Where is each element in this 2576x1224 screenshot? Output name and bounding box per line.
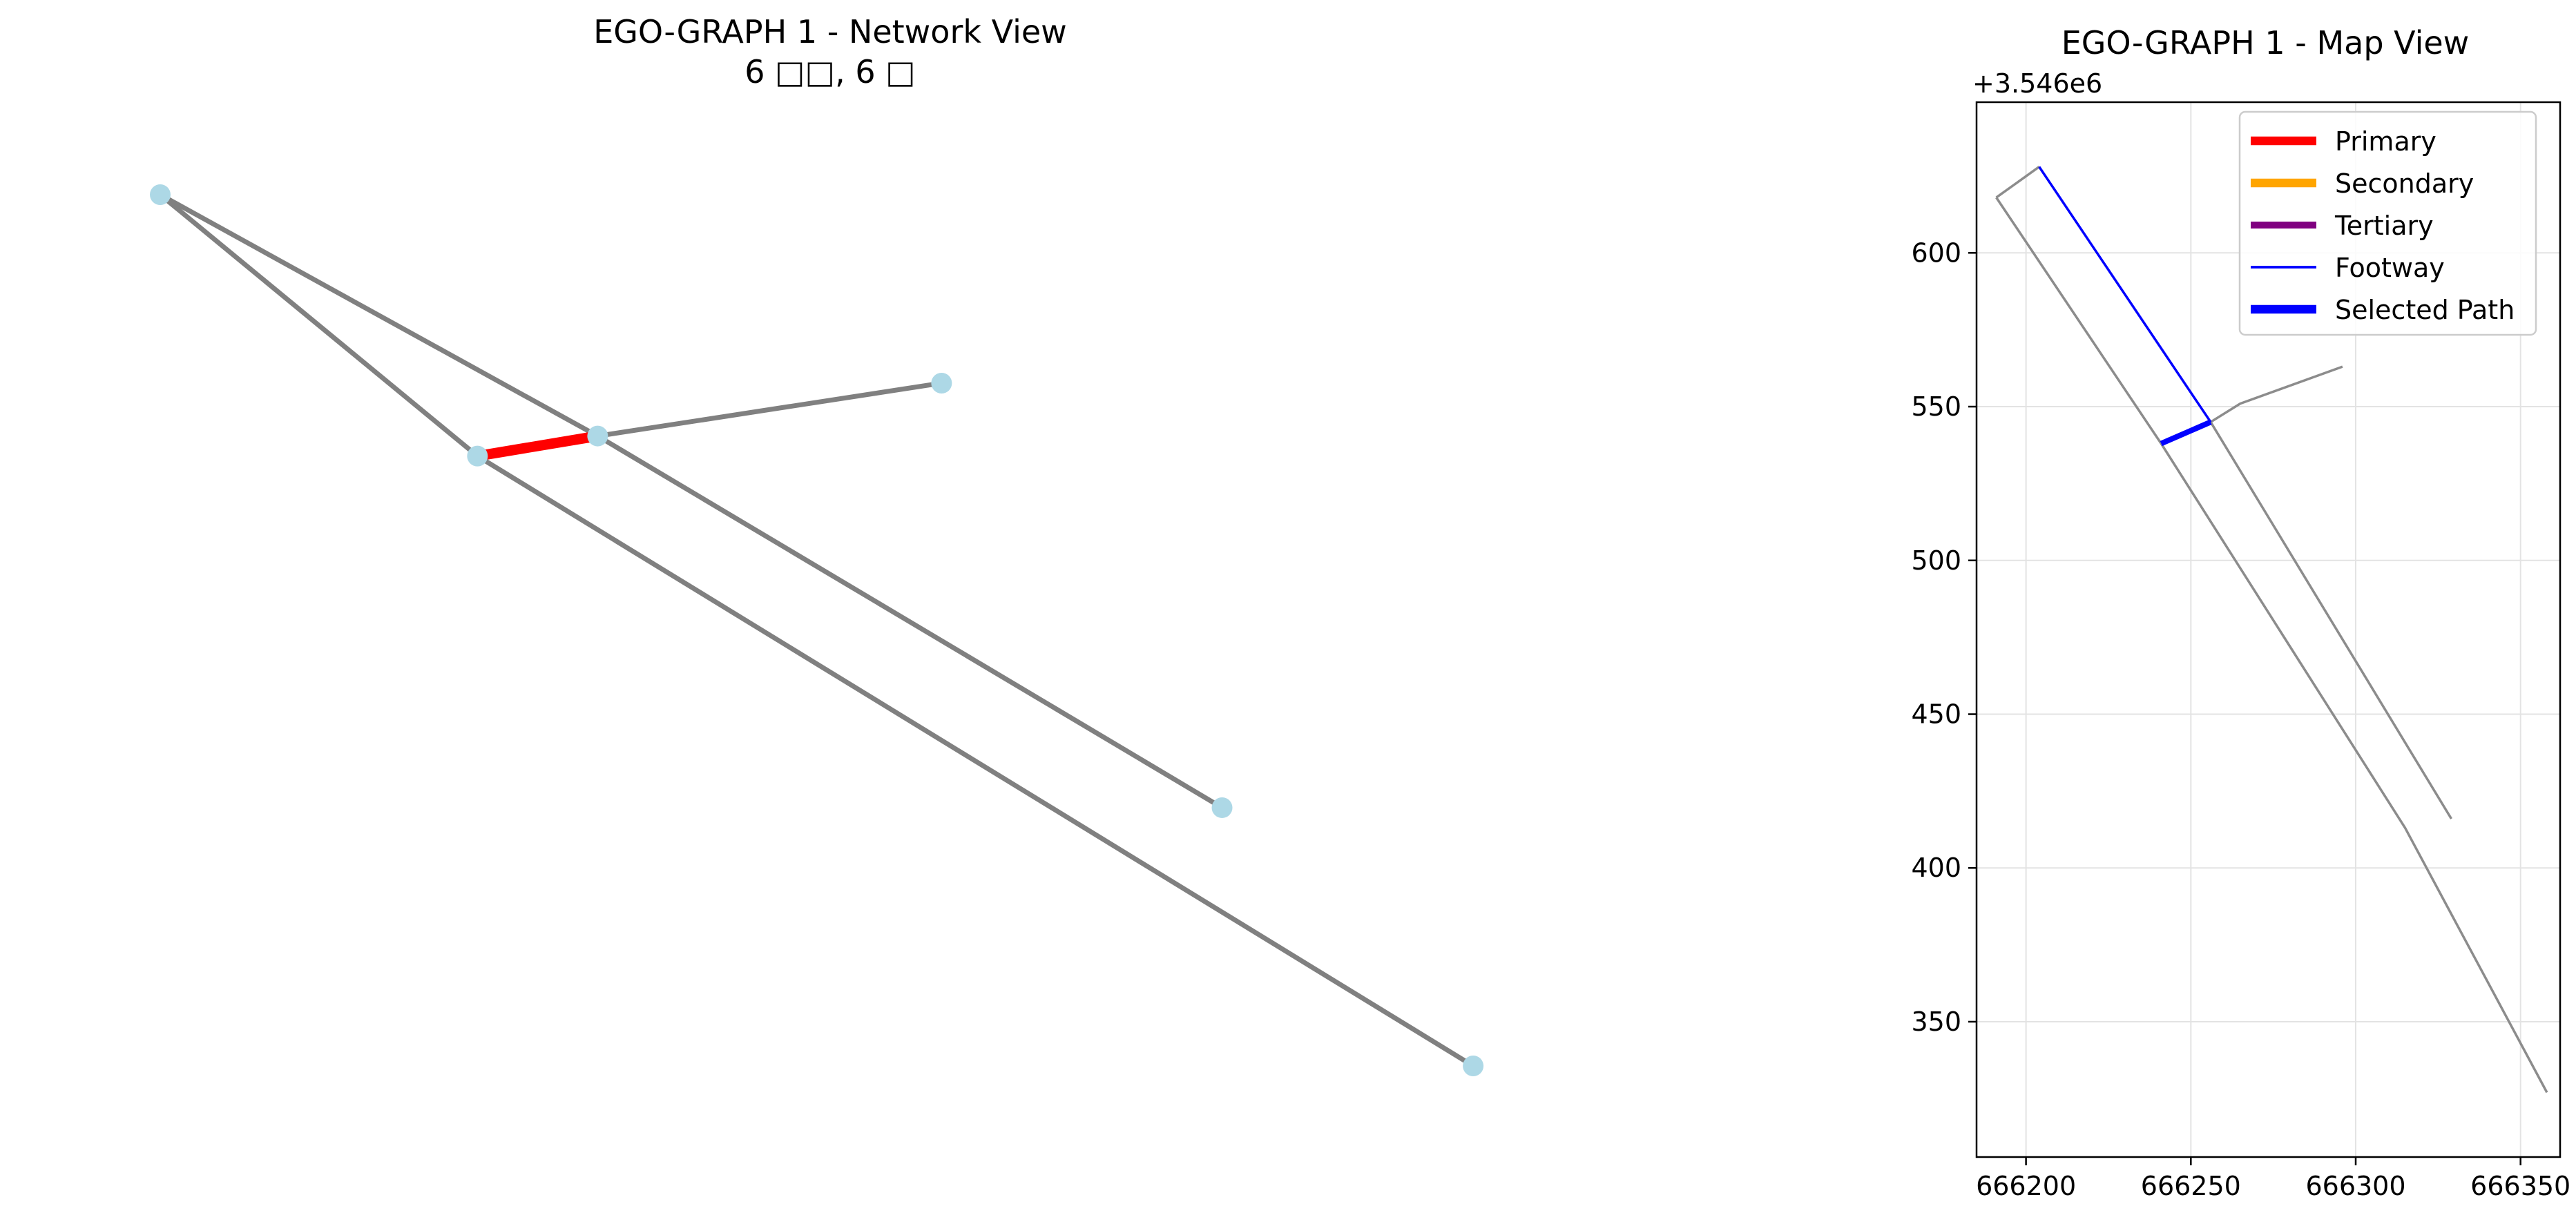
network-edges <box>158 192 1474 1068</box>
y-tick-label: 600 <box>1911 237 1961 268</box>
legend-label: Selected Path <box>2335 295 2515 325</box>
map-series <box>1995 166 2548 1094</box>
map-ticks: 666200 666250 666300 666350 350 400 450 500 550 6… <box>1911 237 2570 1201</box>
network-view-title: EGO-GRAPH 1 - Network View <box>593 13 1067 50</box>
network-node <box>467 445 488 467</box>
map-selected-line <box>2160 419 2212 447</box>
map-view-panel: EGO-GRAPH 1 - Map View +3.546e6 666200 66… <box>1911 24 2570 1201</box>
legend-label: Footway <box>2335 253 2445 283</box>
legend-label: Primary <box>2335 126 2436 157</box>
x-tick-label: 666200 <box>1976 1171 2076 1201</box>
y-tick-label: 350 <box>1911 1007 1961 1037</box>
network-edge <box>159 192 599 438</box>
x-tick-label: 666250 <box>2141 1171 2241 1201</box>
network-edge <box>476 454 1474 1068</box>
y-tick-label: 400 <box>1911 853 1961 883</box>
legend-label: Secondary <box>2335 168 2474 199</box>
map-view-title: EGO-GRAPH 1 - Map View <box>2061 24 2470 61</box>
network-edge <box>596 434 1224 810</box>
y-tick-label: 500 <box>1911 545 1961 576</box>
map-axes-frame <box>1975 101 2561 1158</box>
map-road-line <box>1995 197 2548 1094</box>
network-node <box>150 184 171 205</box>
y-tick-label: 450 <box>1911 699 1961 730</box>
map-road-line <box>2209 421 2452 819</box>
network-node <box>587 425 608 447</box>
network-view-subtitle: 6 □□, 6 □ <box>744 53 915 90</box>
map-footway-line <box>2038 166 2212 423</box>
network-edge-highlighted <box>477 431 599 461</box>
x-tick-label: 666350 <box>2470 1171 2570 1201</box>
network-edge <box>597 380 942 439</box>
network-view-panel: EGO-GRAPH 1 - Network View 6 □□, 6 □ <box>150 13 1484 1076</box>
network-node <box>1211 797 1233 818</box>
map-legend: Primary Secondary Tertiary Footway Selected … <box>2238 110 2537 336</box>
network-node <box>931 372 952 394</box>
network-node <box>1463 1056 1484 1076</box>
map-road-line <box>2210 365 2343 423</box>
legend-box <box>2238 110 2537 336</box>
network-edge <box>158 193 479 458</box>
y-tick-label: 550 <box>1911 391 1961 422</box>
network-nodes <box>150 184 1484 1076</box>
map-road-line <box>1995 166 2040 199</box>
legend-label: Tertiary <box>2334 211 2434 241</box>
x-tick-label: 666300 <box>2305 1171 2405 1201</box>
y-offset-label: +3.546e6 <box>1972 68 2102 99</box>
